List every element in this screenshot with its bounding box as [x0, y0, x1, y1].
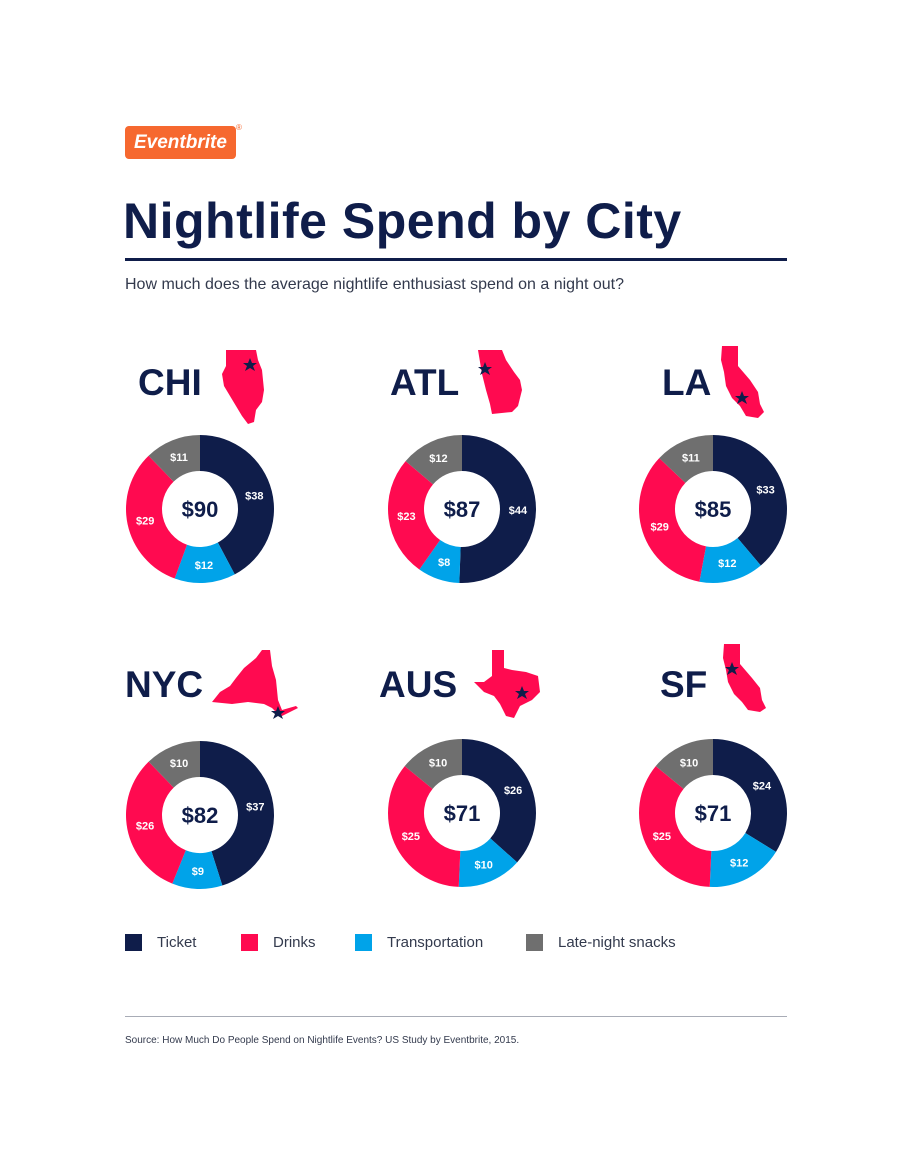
georgia-map-icon	[478, 350, 522, 414]
city-name: ATL	[390, 362, 460, 403]
city-name: SF	[660, 664, 708, 705]
donut-slice-drinks	[639, 766, 712, 887]
donut-total-label: $82	[182, 803, 219, 828]
slice-value-label: $12	[730, 857, 748, 869]
slice-value-label: $29	[651, 521, 669, 533]
donut-slice-transportation	[699, 538, 761, 583]
city-name: LA	[662, 362, 712, 403]
donut-total-label: $71	[444, 801, 481, 826]
donut-slice-drinks	[126, 455, 188, 579]
legend-label: Late-night snacks	[558, 933, 676, 951]
donut-chart-nyc: $37 $9 $26 $10 $82	[126, 741, 274, 889]
slice-value-label: $10	[170, 758, 188, 770]
source-note: Source: How Much Do People Spend on Nigh…	[125, 1035, 520, 1046]
donut-total-label: $87	[444, 497, 481, 522]
slice-value-label: $26	[504, 785, 522, 797]
legend-label: Ticket	[157, 933, 197, 951]
slice-value-label: $29	[136, 516, 154, 528]
donut-slice-transportation	[458, 838, 518, 887]
slice-value-label: $12	[718, 558, 736, 570]
slice-value-label: $8	[438, 557, 450, 569]
donut-total-label: $85	[695, 497, 732, 522]
donut-chart-chi: $38 $12 $29 $11 $90	[126, 435, 274, 583]
donut-chart-atl: $44 $8 $23 $12 $87	[388, 435, 537, 583]
donut-slice-drinks	[388, 461, 441, 570]
donut-slice-ticket	[459, 435, 537, 583]
texas-map-icon	[474, 650, 540, 718]
legend-label: Drinks	[273, 933, 316, 951]
city-panel-sf: SF $24 $12 $25 $10 $71	[638, 644, 868, 936]
legend-item-late-night-snacks: Late-night snacks	[526, 932, 676, 952]
donut-slice-late-night-snacks	[148, 435, 200, 482]
page-title: Nightlife Spend by City	[123, 193, 682, 249]
illinois-map-icon	[222, 350, 264, 424]
donut-slice-late-night-snacks	[404, 739, 462, 789]
city-panel-la: LA $33 $12 $29 $11 $85	[638, 340, 868, 630]
legend-swatch	[355, 933, 372, 951]
donut-chart-sf: $24 $12 $25 $10 $71	[639, 739, 787, 887]
donut-slice-transportation	[419, 540, 461, 583]
slice-value-label: $26	[136, 821, 154, 833]
slice-value-label: $10	[680, 757, 698, 769]
registered-mark: ®	[236, 123, 242, 132]
new-york-map-icon	[212, 650, 298, 719]
city-name: AUS	[379, 664, 458, 705]
donut-slice-late-night-snacks	[405, 435, 462, 485]
donut-slice-late-night-snacks	[148, 741, 200, 788]
city-name: CHI	[138, 362, 202, 403]
slice-value-label: $9	[192, 866, 204, 878]
donut-slice-ticket	[713, 435, 787, 566]
slice-value-label: $25	[402, 831, 420, 843]
donut-slice-transportation	[709, 832, 776, 887]
slice-value-label: $24	[753, 781, 772, 793]
donut-slice-ticket	[713, 739, 787, 852]
california-map-icon	[723, 644, 766, 712]
slice-value-label: $38	[245, 490, 263, 502]
legend-item-ticket: Ticket	[125, 932, 196, 952]
slice-value-label: $25	[653, 831, 671, 843]
slice-value-label: $37	[246, 801, 264, 813]
title-divider	[125, 258, 787, 261]
donut-slice-transportation	[174, 542, 235, 583]
slice-value-label: $12	[429, 453, 447, 465]
donut-total-label: $90	[182, 497, 219, 522]
footer-divider	[125, 1016, 787, 1017]
city-panel-atl: ATL $44 $8 $23 $12 $87	[386, 340, 616, 630]
eventbrite-logo: Eventbrite	[125, 126, 236, 159]
legend-swatch	[526, 933, 543, 951]
donut-slice-drinks	[639, 458, 707, 582]
slice-value-label: $10	[475, 860, 493, 872]
slice-value-label: $12	[195, 560, 213, 572]
donut-chart-aus: $26 $10 $25 $10 $71	[388, 739, 536, 887]
donut-slice-ticket	[200, 435, 274, 575]
slice-value-label: $10	[429, 757, 447, 769]
legend-swatch	[241, 933, 258, 951]
slice-value-label: $11	[682, 453, 700, 465]
donut-slice-transportation	[172, 850, 223, 889]
donut-slice-late-night-snacks	[655, 739, 713, 789]
page-subtitle: How much does the average nightlife enth…	[125, 276, 624, 293]
donut-slice-ticket	[462, 739, 536, 863]
chart-legend: Ticket Drinks Transportation Late-night …	[125, 932, 785, 952]
donut-slice-ticket	[200, 741, 274, 886]
donut-slice-drinks	[126, 761, 186, 884]
legend-item-drinks: Drinks	[241, 932, 316, 952]
city-panel-chi: CHI $38 $12 $29 $11 $90	[124, 340, 354, 630]
legend-item-transportation: Transportation	[355, 932, 483, 952]
city-name: NYC	[125, 664, 204, 705]
legend-swatch	[125, 933, 142, 951]
city-panel-nyc: NYC $37 $9 $26 $10 $82	[124, 646, 354, 936]
slice-value-label: $33	[756, 485, 774, 497]
donut-slice-drinks	[388, 766, 461, 887]
donut-slice-late-night-snacks	[659, 435, 713, 483]
donut-total-label: $71	[695, 801, 732, 826]
slice-value-label: $44	[509, 505, 528, 517]
legend-label: Transportation	[387, 933, 484, 951]
city-panel-aus: AUS $26 $10 $25 $10 $71	[378, 646, 608, 936]
slice-value-label: $23	[397, 511, 415, 523]
donut-chart-la: $33 $12 $29 $11 $85	[639, 435, 787, 583]
slice-value-label: $11	[170, 452, 188, 464]
california-map-icon	[721, 346, 764, 418]
